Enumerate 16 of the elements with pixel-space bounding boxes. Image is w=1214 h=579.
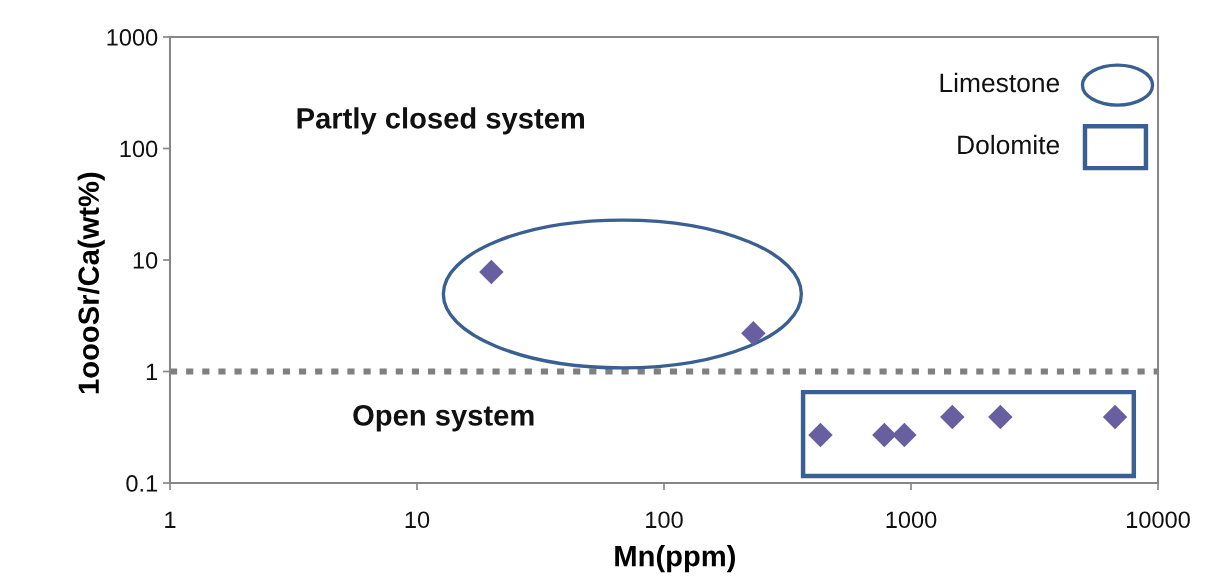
y-tick-label: 1 (146, 363, 158, 381)
x-tick-label: 1000 (886, 511, 937, 529)
x-tick-label: 10000 (1126, 511, 1190, 529)
x-tick-label: 1 (165, 511, 176, 528)
x-tick-label: 100 (646, 511, 683, 529)
annotation: Open system (353, 405, 534, 432)
annotation: Partly closed system (297, 107, 585, 135)
x-axis-title: Mn(ppm) (615, 544, 735, 573)
x-tick-label: 10 (405, 511, 430, 529)
annotation: Limestone (940, 72, 1060, 93)
y-tick-label: 0.1 (126, 475, 158, 492)
y-tick-label: 100 (120, 140, 158, 158)
y-tick-label: 10 (133, 252, 158, 269)
y-axis-title: 1oooSr/Ca(wt%) (77, 172, 105, 394)
y-tick-label: 1000 (107, 29, 158, 46)
annotation: Dolomite (958, 134, 1060, 155)
